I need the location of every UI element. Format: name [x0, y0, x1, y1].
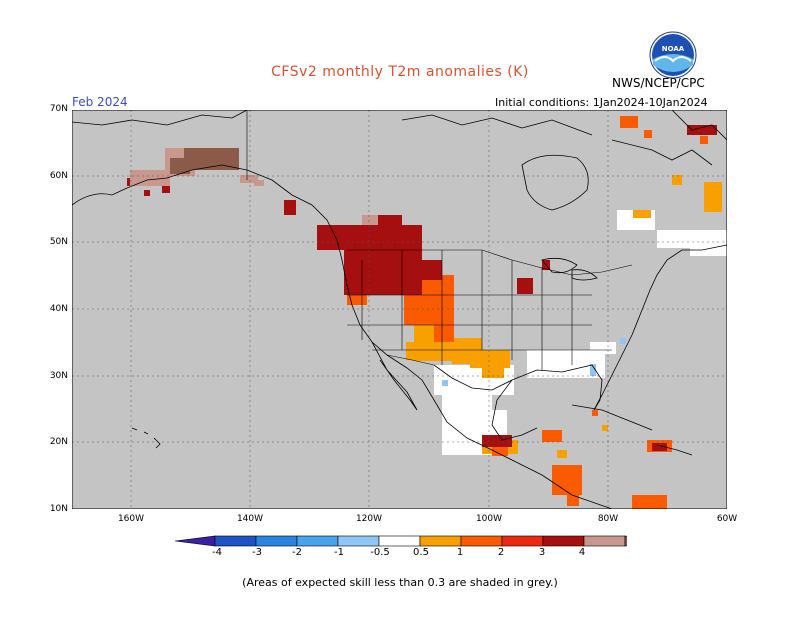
- legend-label-m2: -2: [292, 547, 302, 558]
- legend-label-p2: 2: [497, 547, 505, 558]
- initial-conditions: Initial conditions: 1Jan2024-10Jan2024: [495, 96, 708, 109]
- legend-label-m3: -3: [252, 547, 262, 558]
- forecast-month: Feb 2024: [72, 95, 128, 109]
- lon-label-120w: 120W: [355, 514, 383, 524]
- anomaly-map: [72, 110, 727, 509]
- graticule: [72, 110, 727, 509]
- legend-swatch-neutral: [378, 535, 421, 547]
- color-legend: [175, 535, 627, 547]
- legend-arrow-low: [175, 535, 216, 547]
- anomaly-gt5: [170, 148, 239, 174]
- noaa-logo-text: NOAA: [662, 45, 685, 53]
- lat-label-20n: 20N: [49, 437, 68, 447]
- lat-label-50n: 50N: [49, 237, 68, 247]
- legend-swatch-m4_m3: [214, 535, 257, 547]
- coastlines: [72, 110, 727, 509]
- lon-label-140w: 140W: [236, 514, 264, 524]
- legend-label-m1: -1: [334, 547, 344, 558]
- lat-label-60n: 60N: [49, 171, 68, 181]
- legend-swatch-p05_p1: [419, 535, 462, 547]
- anomaly-1-2: [347, 116, 708, 509]
- lat-label-30n: 30N: [49, 371, 68, 381]
- lat-label-10n: 10N: [49, 504, 68, 514]
- legend-label-p05: 0.5: [413, 547, 429, 558]
- agency-label: NWS/NCEP/CPC: [612, 76, 705, 90]
- noaa-logo-icon: NOAA: [649, 31, 697, 79]
- legend-swatch-m3_m2: [255, 535, 298, 547]
- legend-label-m4: -4: [212, 547, 222, 558]
- negative-anomaly-cells: [442, 338, 626, 386]
- lon-label-160w: 160W: [117, 514, 145, 524]
- legend-swatch-p3_p4: [542, 535, 585, 547]
- legend-swatch-p4_p5: [583, 535, 626, 547]
- map-title: CFSv2 monthly T2m anomalies (K): [271, 64, 529, 80]
- lon-label-80w: 80W: [597, 514, 619, 524]
- anomaly-05-1: [406, 175, 722, 458]
- lat-label-70n: 70N: [49, 104, 68, 114]
- skill-footnote: (Areas of expected skill less than 0.3 a…: [242, 576, 558, 589]
- legend-swatch-m1_m05: [337, 535, 380, 547]
- legend-swatch-p2_p3: [501, 535, 544, 547]
- legend-swatch-m2_m1: [296, 535, 339, 547]
- legend-label-p3: 3: [538, 547, 546, 558]
- legend-label-p1: 1: [456, 547, 464, 558]
- legend-arrow-high: [624, 535, 627, 547]
- legend-label-p4: 4: [578, 547, 586, 558]
- legend-label-m05: -0.5: [370, 547, 390, 558]
- lon-label-60w: 60W: [716, 514, 738, 524]
- legend-swatch-p1_p2: [460, 535, 503, 547]
- country-borders: [246, 110, 633, 370]
- anomaly-3-4: [127, 125, 717, 451]
- lon-label-100w: 100W: [475, 514, 503, 524]
- lat-label-40n: 40N: [49, 304, 68, 314]
- map-background: [72, 110, 727, 509]
